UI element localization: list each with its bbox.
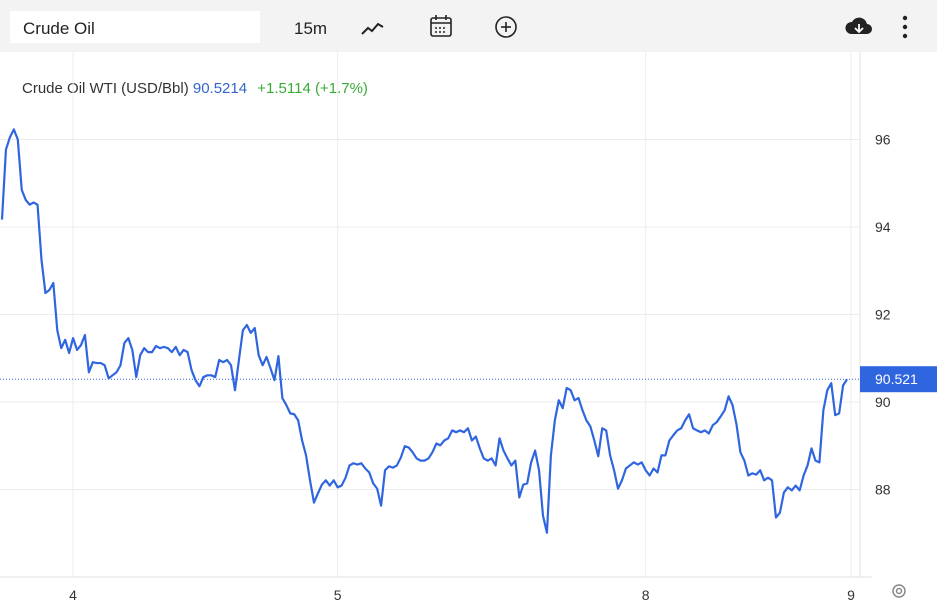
y-tick-label: 96: [875, 132, 891, 148]
last-price-box: [860, 366, 937, 393]
chart-title: Crude Oil WTI (USD/Bbl): [22, 80, 189, 97]
search-text: Crude Oil: [23, 19, 95, 38]
price-line: [0, 128, 848, 534]
x-tick-label: 8: [642, 587, 650, 603]
chart-header: Crude Oil WTI (USD/Bbl) 90.5214 +1.5114 …: [22, 80, 368, 97]
download-icon[interactable]: [845, 17, 872, 34]
x-tick-label: 5: [334, 587, 342, 603]
change-percent: (+1.7%): [315, 80, 368, 97]
interval-button[interactable]: 15m: [294, 19, 327, 38]
x-tick-label: 9: [847, 587, 855, 603]
y-tick-label: 94: [875, 219, 891, 235]
change: +1.5114: [257, 80, 311, 97]
add-icon[interactable]: [495, 16, 517, 38]
y-tick-label: 88: [875, 482, 891, 498]
chart-type-icon[interactable]: [361, 22, 384, 35]
calendar-icon[interactable]: [430, 15, 452, 37]
y-tick-label: 90: [875, 394, 891, 410]
plot: [0, 52, 860, 577]
settings-icon[interactable]: [892, 584, 906, 598]
x-tick-label: 4: [69, 587, 77, 603]
price: 90.5214: [193, 80, 247, 97]
menu-icon[interactable]: [902, 15, 908, 39]
last-price-label: 90.521: [875, 371, 918, 387]
search-box[interactable]: [10, 11, 260, 43]
y-tick-label: 92: [875, 307, 891, 323]
